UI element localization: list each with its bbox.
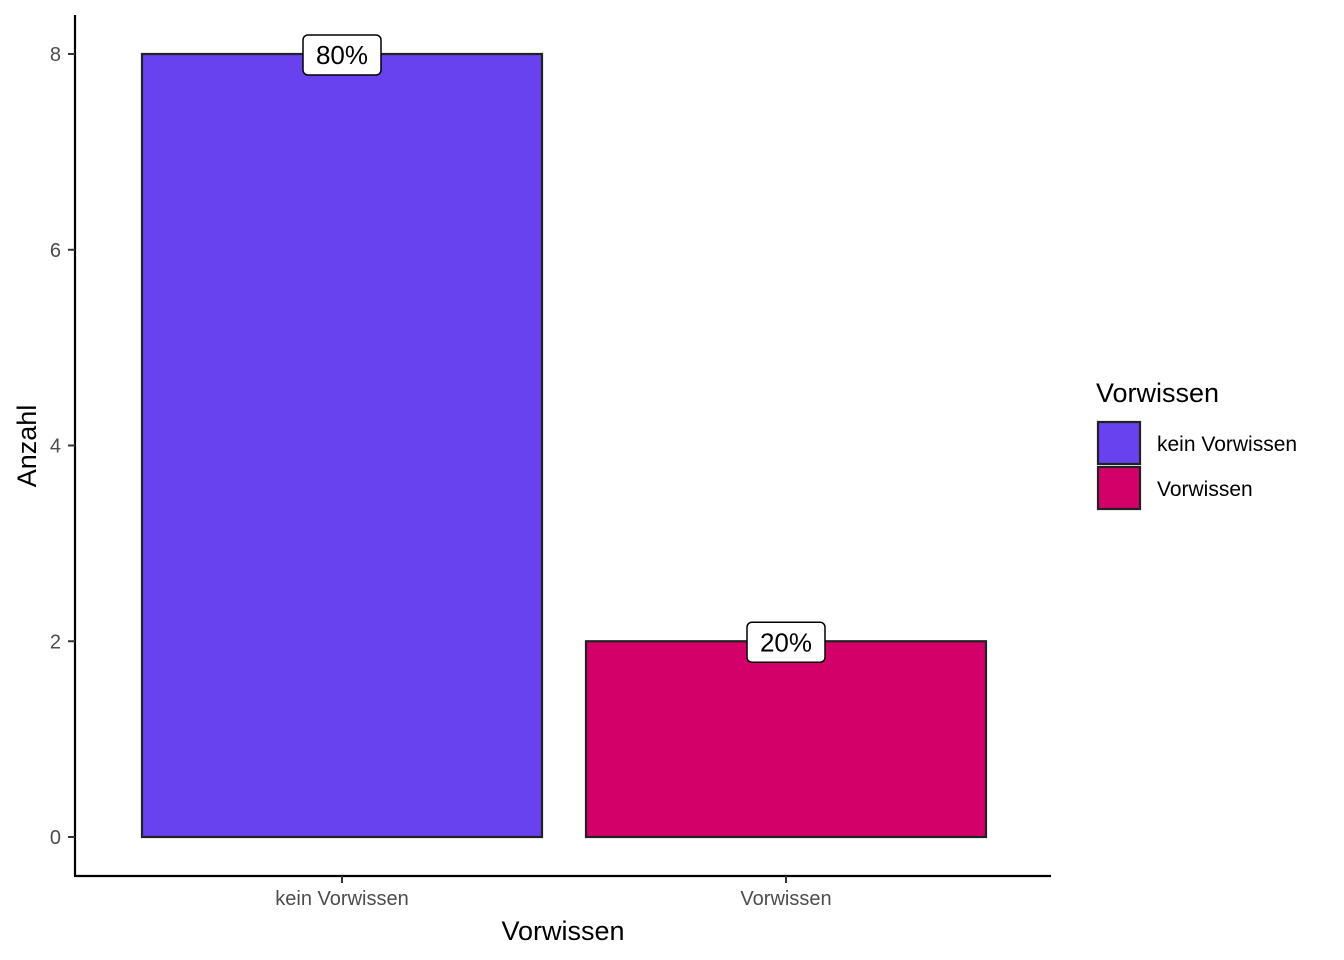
y-tick-label: 6	[50, 240, 61, 262]
data-label-text: 80%	[316, 40, 368, 70]
bar-0	[140, 52, 544, 839]
legend-label-0: kein Vorwissen	[1157, 433, 1297, 456]
x-axis-title: Vorwissen	[501, 916, 624, 946]
x-tick-label: Vorwissen	[740, 888, 831, 910]
y-tick-label: 0	[50, 827, 61, 849]
legend-title: Vorwissen	[1096, 378, 1219, 408]
y-ticks: 0 2 4 6 8	[50, 44, 75, 849]
data-label-box	[746, 621, 826, 663]
data-label-0: 80%	[302, 34, 382, 76]
y-tick-label: 4	[50, 436, 61, 458]
legend-label-1: Vorwissen	[1157, 478, 1253, 501]
x-ticks: kein Vorwissen Vorwissen	[275, 876, 832, 910]
y-axis-title: Anzahl	[12, 405, 42, 488]
legend: Vorwissen kein Vorwissen Vorwissen	[1096, 378, 1297, 511]
y-tick-label: 8	[50, 44, 61, 66]
bars-layer	[140, 52, 988, 839]
data-labels: 80% 20%	[302, 34, 826, 663]
data-label-box	[302, 34, 382, 76]
bar-1	[584, 640, 988, 839]
legend-key-0	[1096, 420, 1142, 466]
legend-entries: kein Vorwissen Vorwissen	[1096, 420, 1297, 511]
data-label-1: 20%	[746, 621, 826, 663]
y-tick-label: 2	[50, 631, 61, 653]
data-label-text: 20%	[760, 627, 812, 657]
x-tick-label: kein Vorwissen	[275, 888, 408, 910]
legend-key-1	[1096, 465, 1142, 511]
